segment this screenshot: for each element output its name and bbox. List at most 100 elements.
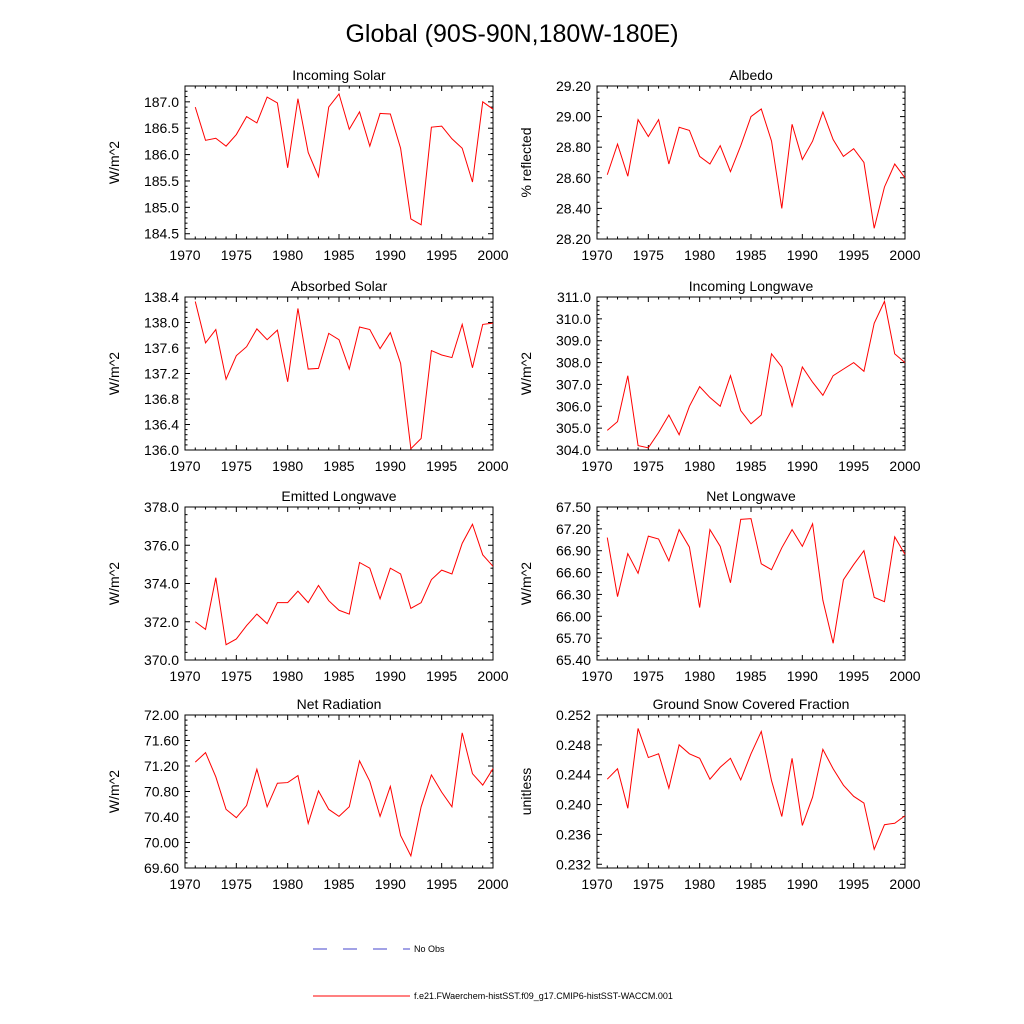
x-tick-label: 1990	[375, 458, 406, 474]
y-tick-label: 69.60	[144, 860, 179, 876]
x-tick-label: 2000	[477, 247, 508, 263]
y-tick-label: 29.00	[556, 109, 591, 125]
plot-frame	[596, 714, 906, 869]
plot-frame	[184, 296, 494, 451]
y-axis-label: % reflected	[518, 127, 534, 197]
y-tick-label: 137.6	[144, 340, 179, 356]
y-tick-label: 136.8	[144, 391, 179, 407]
x-tick-label: 1975	[633, 247, 664, 263]
y-tick-label: 307.0	[556, 376, 591, 392]
series-line	[606, 299, 906, 449]
y-axis-label: W/m^2	[106, 141, 122, 184]
y-tick-label: 0.240	[556, 797, 591, 813]
panel-3: Absorbed Solar 1970 1975 1980 1985 1990 1995 20…	[106, 278, 509, 474]
x-tick-label: 1980	[272, 247, 303, 263]
legend-model-label: f.e21.FWaerchem-histSST.f09_g17.CMIP6-hi…	[414, 991, 673, 1001]
y-tick-label: 66.60	[556, 565, 591, 581]
x-tick-label: 1990	[375, 876, 406, 892]
y-tick-label: 309.0	[556, 333, 591, 349]
y-tick-label: 66.90	[556, 543, 591, 559]
panel-title: Incoming Solar	[292, 67, 386, 83]
y-tick-label: 28.20	[556, 231, 591, 247]
series-line	[606, 518, 906, 644]
panel-title: Emitted Longwave	[281, 488, 396, 504]
x-tick-label: 2000	[889, 668, 920, 684]
x-tick-label: 1985	[735, 458, 766, 474]
y-tick-label: 304.0	[556, 442, 591, 458]
x-tick-label: 1975	[221, 247, 252, 263]
y-axis-label: W/m^2	[518, 352, 534, 395]
y-tick-label: 372.0	[144, 614, 179, 630]
y-tick-label: 71.20	[144, 758, 179, 774]
y-tick-label: 0.252	[556, 707, 591, 723]
x-tick-label: 1995	[426, 247, 457, 263]
series-line	[194, 301, 494, 450]
x-tick-label: 1995	[426, 458, 457, 474]
x-tick-label: 1995	[426, 876, 457, 892]
y-tick-label: 311.0	[557, 289, 591, 305]
y-tick-label: 67.20	[556, 521, 591, 537]
y-tick-label: 185.0	[144, 199, 179, 215]
y-tick-label: 66.00	[556, 608, 591, 624]
y-tick-label: 0.244	[556, 767, 591, 783]
series-line	[194, 92, 494, 226]
x-tick-label: 1990	[375, 668, 406, 684]
series-line	[606, 108, 906, 229]
x-tick-label: 2000	[477, 876, 508, 892]
x-tick-label: 1975	[633, 458, 664, 474]
y-tick-label: 66.30	[556, 586, 591, 602]
panel-8: Ground Snow Covered Fraction 1970 1975 1980…	[518, 696, 921, 892]
plot-frame	[184, 506, 494, 661]
y-tick-label: 72.00	[144, 707, 179, 723]
y-tick-label: 185.5	[144, 173, 179, 189]
x-tick-label: 1980	[684, 247, 715, 263]
x-tick-label: 1975	[633, 876, 664, 892]
series-line	[194, 522, 494, 646]
y-tick-label: 28.40	[556, 200, 591, 216]
y-axis-label: W/m^2	[106, 562, 122, 605]
panel-1: Incoming Solar 1970 1975 1980 1985 1990 1995 20…	[106, 67, 509, 263]
plot-frame	[184, 85, 494, 240]
y-tick-label: 370.0	[144, 652, 179, 668]
x-tick-label: 1985	[323, 247, 354, 263]
y-tick-label: 29.20	[556, 78, 591, 94]
x-tick-label: 1985	[323, 876, 354, 892]
y-tick-label: 376.0	[144, 537, 179, 553]
x-tick-label: 1980	[272, 876, 303, 892]
x-tick-label: 1975	[221, 668, 252, 684]
x-tick-label: 1985	[323, 458, 354, 474]
y-axis-label: unitless	[518, 768, 534, 815]
y-tick-label: 305.0	[556, 420, 591, 436]
x-tick-label: 2000	[889, 247, 920, 263]
x-tick-label: 1980	[684, 668, 715, 684]
y-tick-label: 138.0	[144, 315, 179, 331]
x-tick-label: 1980	[272, 668, 303, 684]
plot-frame	[596, 85, 906, 240]
y-tick-label: 70.80	[144, 784, 179, 800]
y-tick-label: 70.00	[144, 835, 179, 851]
y-tick-label: 378.0	[144, 499, 179, 515]
y-axis-label: W/m^2	[106, 352, 122, 395]
panel-title: Net Radiation	[297, 696, 382, 712]
y-tick-label: 310.0	[556, 311, 591, 327]
y-tick-label: 28.60	[556, 170, 591, 186]
y-tick-label: 187.0	[144, 94, 179, 110]
y-tick-label: 308.0	[556, 355, 591, 371]
x-tick-label: 1985	[735, 876, 766, 892]
y-tick-label: 306.0	[556, 398, 591, 414]
x-tick-label: 1990	[787, 458, 818, 474]
x-tick-label: 1990	[787, 247, 818, 263]
panel-7: Net Radiation 1970 1975 1980 1985 1990 1995 200…	[106, 696, 509, 892]
panel-5: Emitted Longwave 1970 1975 1980 1985 1990 1995…	[106, 488, 509, 684]
x-tick-label: 1970	[169, 247, 200, 263]
y-tick-label: 374.0	[144, 576, 179, 592]
x-tick-label: 1970	[169, 458, 200, 474]
x-tick-label: 2000	[477, 668, 508, 684]
panel-title: Incoming Longwave	[689, 278, 814, 294]
x-tick-label: 1970	[581, 247, 612, 263]
x-tick-label: 1985	[323, 668, 354, 684]
y-tick-label: 65.70	[556, 630, 591, 646]
plot-frame	[596, 296, 906, 451]
plot-frame	[596, 506, 906, 661]
